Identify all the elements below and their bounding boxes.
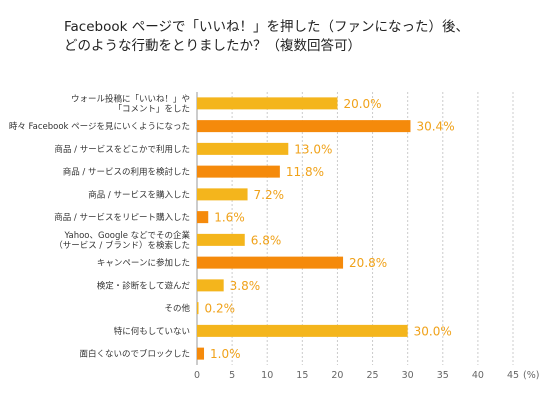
value-label: 1.6% bbox=[214, 211, 245, 225]
x-tick-label: 25 bbox=[367, 370, 379, 381]
value-label: 1.0% bbox=[210, 347, 241, 361]
x-tick-label: 15 bbox=[296, 370, 308, 381]
value-label: 6.8% bbox=[251, 233, 281, 247]
x-tick-label: 10 bbox=[261, 370, 273, 381]
category-label: 時々 Facebook ページを見にいくようになった bbox=[9, 122, 190, 132]
category-label: 特に何もしていない bbox=[114, 326, 190, 337]
category-label: 「コメント」をした bbox=[113, 104, 190, 114]
x-tick-label: 45 bbox=[507, 370, 519, 381]
bar bbox=[197, 347, 205, 360]
bar bbox=[197, 165, 280, 178]
value-label: 30.4% bbox=[416, 120, 454, 134]
value-label: 13.0% bbox=[294, 142, 332, 156]
chart-title: Facebook ページで「いいね！」を押した（ファンになった）後、 どのような… bbox=[64, 18, 534, 56]
value-label: 11.8% bbox=[286, 165, 324, 179]
x-tick-label: 5 bbox=[229, 370, 235, 381]
category-label: ウォール投稿に「いいね！」や bbox=[71, 93, 190, 104]
bar bbox=[197, 302, 199, 315]
value-label: 7.2% bbox=[254, 188, 285, 202]
value-label: 0.2% bbox=[205, 302, 236, 316]
category-label: 商品 / サービスをリピート購入した bbox=[54, 212, 190, 223]
category-label: Yahoo、Google などでその企業 bbox=[63, 230, 190, 241]
x-tick-label: 20 bbox=[331, 370, 343, 381]
bar bbox=[197, 120, 411, 133]
x-tick-label: 0 bbox=[194, 370, 200, 381]
category-label: キャンペーンに参加した bbox=[97, 258, 190, 269]
x-tick-label: 40 bbox=[472, 370, 484, 381]
value-label: 30.0% bbox=[414, 324, 452, 338]
chart-title-line-2: どのような行動をとりましたか？（複数回答可） bbox=[64, 38, 361, 54]
chart-title-line-1: Facebook ページで「いいね！」を押した（ファンになった）後、 bbox=[64, 19, 469, 35]
category-label: （サービス / ブランド）を検索した bbox=[54, 240, 190, 251]
bar bbox=[197, 279, 224, 292]
bar bbox=[197, 188, 248, 201]
bar bbox=[197, 324, 408, 337]
category-label: 商品 / サービスの利用を検討した bbox=[63, 167, 190, 178]
category-label: 商品 / サービスをどこかで利用した bbox=[54, 144, 190, 155]
bar bbox=[197, 97, 338, 110]
value-label: 20.8% bbox=[349, 256, 387, 270]
category-label: 商品 / サービスを購入した bbox=[88, 189, 190, 200]
x-tick-label: 30 bbox=[402, 370, 414, 381]
category-label: その他 bbox=[164, 303, 190, 314]
value-label: 20.0% bbox=[343, 97, 381, 111]
bar bbox=[197, 233, 245, 246]
x-tick-label: 35 bbox=[437, 370, 449, 381]
bar bbox=[197, 142, 289, 155]
category-label: 面白くないのでブロックした bbox=[79, 349, 190, 360]
category-label: 検定・診断をして遊んだ bbox=[97, 280, 191, 291]
bar bbox=[197, 211, 209, 224]
x-unit-label: (%) bbox=[523, 370, 539, 381]
bar bbox=[197, 256, 344, 269]
value-label: 3.8% bbox=[230, 279, 261, 293]
